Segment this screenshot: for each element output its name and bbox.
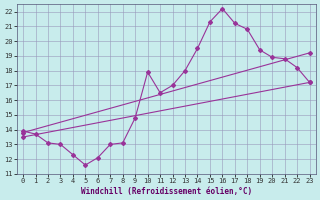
- X-axis label: Windchill (Refroidissement éolien,°C): Windchill (Refroidissement éolien,°C): [81, 187, 252, 196]
